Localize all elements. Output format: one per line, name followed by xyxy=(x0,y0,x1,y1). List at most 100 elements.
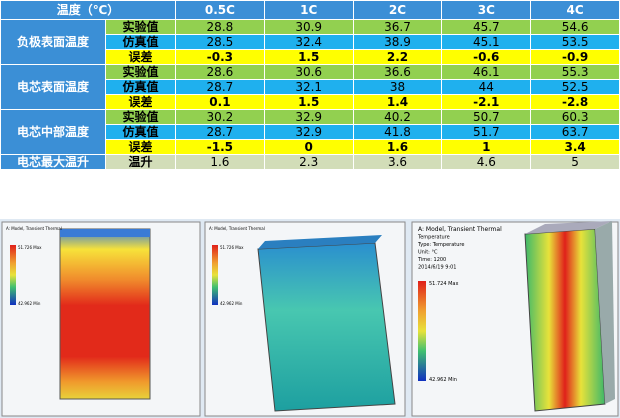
value-cell: 38.9 xyxy=(352,34,443,50)
header-cell: 1C xyxy=(263,0,354,20)
heat-block xyxy=(524,228,606,412)
value-cell: 3.4 xyxy=(530,139,620,155)
value-cell: 1.6 xyxy=(175,154,265,170)
panel-title: A: Model, Transient Thermal xyxy=(209,226,265,231)
row-label: 仿真值 xyxy=(104,79,177,95)
value-cell: 1.5 xyxy=(263,94,354,110)
row-label: 仿真值 xyxy=(104,124,177,140)
panel-time: Time: 1200 xyxy=(417,257,446,263)
value-cell: -0.9 xyxy=(530,49,620,65)
value-cell: 51.7 xyxy=(441,124,532,140)
value-cell: 44 xyxy=(441,79,532,95)
value-cell: 0 xyxy=(263,139,354,155)
panel-unit: Unit: °C xyxy=(418,250,438,256)
table-row: 仿真值 28.5 32.4 38.9 45.1 53.5 xyxy=(1,34,620,50)
legend-max: 51.724 Max xyxy=(429,281,458,287)
block-side xyxy=(595,221,615,404)
legend-max: 51.726 Max xyxy=(18,245,42,250)
header-cell: 2C xyxy=(352,0,443,20)
panel-date: 2014/6/19 9:01 xyxy=(418,265,456,271)
table-row: 仿真值 28.7 32.1 38 44 52.5 xyxy=(1,79,620,95)
value-cell: 45.1 xyxy=(441,34,532,50)
header-cell: 4C xyxy=(530,0,620,20)
value-cell: 1.5 xyxy=(263,49,354,65)
value-cell: 32.9 xyxy=(263,109,354,125)
table-row: 温度（℃） 0.5C 1C 2C 3C 4C xyxy=(0,0,620,20)
row-label: 误差 xyxy=(104,94,177,110)
legend-min: 42.962 Min xyxy=(429,377,457,383)
value-cell: 30.9 xyxy=(263,19,354,35)
value-cell: 36.6 xyxy=(352,64,443,80)
row-label: 实验值 xyxy=(104,64,177,80)
panel-title: A: Model, Transient Thermal xyxy=(418,226,502,233)
group-label: 负极表面温度 xyxy=(0,19,106,65)
legend-bar xyxy=(212,245,218,305)
group-label: 电芯最大温升 xyxy=(0,154,106,170)
panel-2 xyxy=(204,221,406,417)
heat-block xyxy=(257,242,396,412)
row-label: 误差 xyxy=(104,139,177,155)
value-cell: 30.2 xyxy=(175,109,265,125)
value-cell: 2.2 xyxy=(352,49,443,65)
heat-block xyxy=(59,228,151,400)
legend-bar xyxy=(10,245,16,305)
panel-subtitle: Temperature xyxy=(417,235,450,241)
value-cell: 38 xyxy=(352,79,443,95)
value-cell: 28.7 xyxy=(175,124,265,140)
value-cell: 54.6 xyxy=(530,19,620,35)
panel-1 xyxy=(1,221,201,417)
panel-title: A: Model, Transient Thermal xyxy=(6,226,62,231)
value-cell: -2.8 xyxy=(530,94,620,110)
group-label: 电芯中部温度 xyxy=(0,109,106,155)
table-row: 电芯中部温度 实验值 30.2 32.9 40.2 50.7 60.3 xyxy=(0,109,620,155)
value-cell: -1.5 xyxy=(175,139,265,155)
legend-max: 51.726 Max xyxy=(220,245,244,250)
value-cell: 2.3 xyxy=(263,154,354,170)
value-cell: 52.5 xyxy=(530,79,620,95)
value-cell: 32.9 xyxy=(263,124,354,140)
value-cell: 40.2 xyxy=(352,109,443,125)
value-cell: 1 xyxy=(441,139,532,155)
legend-min: 42.962 Min xyxy=(18,301,41,306)
value-cell: 4.6 xyxy=(441,154,532,170)
table-row: 误差 -1.5 0 1.6 1 3.4 xyxy=(1,139,620,155)
table-row: 误差 0.1 1.5 1.4 -2.1 -2.8 xyxy=(1,94,620,110)
value-cell: 28.8 xyxy=(175,19,265,35)
value-cell: 50.7 xyxy=(441,109,532,125)
row-label: 实验值 xyxy=(104,19,177,35)
value-cell: 45.7 xyxy=(441,19,532,35)
panel-3 xyxy=(411,221,619,417)
header-cell: 温度（℃） xyxy=(0,0,177,20)
simulation-images: A: Model, Transient Thermal 51.726 Max 42.… xyxy=(0,219,620,418)
legend-min: 42.962 Min xyxy=(220,301,243,306)
value-cell: 63.7 xyxy=(530,124,620,140)
table-row: 仿真值 28.7 32.9 41.8 51.7 63.7 xyxy=(1,124,620,140)
table-row: 负极表面温度 实验值 28.8 30.9 36.7 45.7 54.6 xyxy=(0,19,620,65)
value-cell: 46.1 xyxy=(441,64,532,80)
header-cell: 0.5C xyxy=(175,0,265,20)
table-row: 电芯最大温升 温升 1.6 2.3 3.6 4.6 5 xyxy=(0,154,620,170)
value-cell: 30.6 xyxy=(263,64,354,80)
table-row: 电芯表面温度 实验值 28.6 30.6 36.6 46.1 55.3 xyxy=(0,64,620,110)
top-plate xyxy=(60,229,150,237)
value-cell: 28.5 xyxy=(175,34,265,50)
value-cell: 32.1 xyxy=(263,79,354,95)
row-label: 误差 xyxy=(104,49,177,65)
group-label: 电芯表面温度 xyxy=(0,64,106,110)
value-cell: -0.6 xyxy=(441,49,532,65)
value-cell: 32.4 xyxy=(263,34,354,50)
panel-type: Type: Temperature xyxy=(417,242,464,248)
block-top xyxy=(525,221,612,234)
value-cell: 60.3 xyxy=(530,109,620,125)
row-label: 实验值 xyxy=(104,109,177,125)
row-label: 温升 xyxy=(104,154,177,170)
legend-bar xyxy=(418,281,426,381)
value-cell: 5 xyxy=(530,154,620,170)
value-cell: 41.8 xyxy=(352,124,443,140)
value-cell: 36.7 xyxy=(352,19,443,35)
value-cell: 53.5 xyxy=(530,34,620,50)
value-cell: 55.3 xyxy=(530,64,620,80)
value-cell: 3.6 xyxy=(352,154,443,170)
row-label: 仿真值 xyxy=(104,34,177,50)
